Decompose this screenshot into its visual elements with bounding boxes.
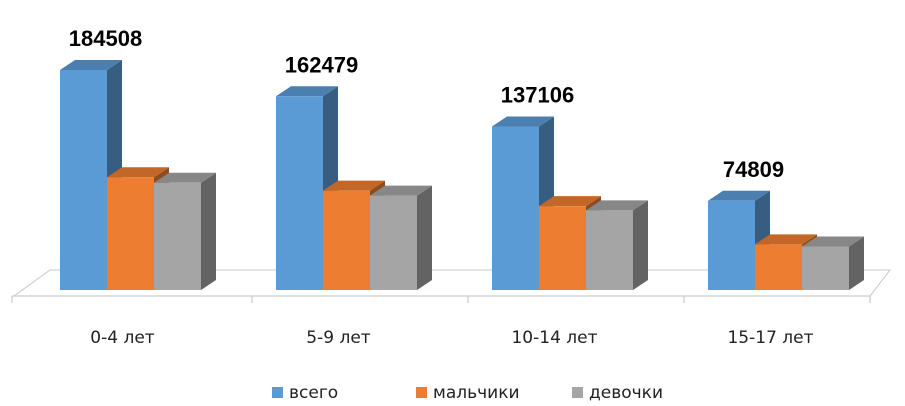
bar-1-3 bbox=[492, 116, 554, 290]
data-label-4: 74809 bbox=[723, 157, 784, 182]
data-labels: 184508 162479 137106 74809 bbox=[69, 26, 784, 182]
bar-front-face bbox=[708, 200, 755, 290]
category-label-4: 15-17 лет bbox=[727, 328, 813, 348]
bar-3-4 bbox=[802, 236, 864, 290]
bar-front-face bbox=[586, 210, 633, 290]
bar-3-3 bbox=[586, 200, 648, 290]
bar-side-face bbox=[417, 185, 432, 290]
bar-front-face bbox=[276, 96, 323, 290]
bar-top-face bbox=[802, 236, 864, 247]
legend-item-1: всего bbox=[272, 383, 338, 403]
chart-floor bbox=[12, 269, 892, 297]
bar-3-1 bbox=[154, 172, 216, 290]
bar-front-face bbox=[370, 195, 417, 290]
bar-top-face bbox=[370, 185, 432, 196]
bar-front-face bbox=[802, 246, 849, 290]
bar-top-face bbox=[323, 180, 385, 191]
bar-top-face bbox=[154, 172, 216, 183]
data-label-1: 184508 bbox=[69, 26, 142, 51]
bar-front-face bbox=[492, 126, 539, 290]
category-label-2: 5-9 лет bbox=[306, 328, 370, 348]
bar-front-face bbox=[60, 70, 107, 290]
bar-top-face bbox=[492, 116, 554, 127]
category-label-3: 10-14 лет bbox=[511, 328, 597, 348]
bar-top-face bbox=[708, 190, 770, 201]
legend-swatch bbox=[272, 387, 283, 398]
bar-side-face bbox=[633, 200, 648, 290]
bar-front-face bbox=[755, 244, 802, 290]
bar-3-2 bbox=[370, 185, 432, 290]
legend-swatch bbox=[572, 387, 583, 398]
data-label-3: 137106 bbox=[501, 83, 574, 108]
category-label-1: 0-4 лет bbox=[90, 328, 154, 348]
legend-label: всего bbox=[289, 383, 338, 403]
bar-top-face bbox=[586, 200, 648, 211]
bar-side-face bbox=[849, 236, 864, 290]
bar-top-face bbox=[755, 234, 817, 245]
bar-side-face bbox=[201, 172, 216, 290]
legend-swatch bbox=[416, 387, 427, 398]
legend-item-2: мальчики bbox=[416, 383, 520, 403]
data-label-2: 162479 bbox=[285, 52, 358, 77]
legend-item-3: девочки bbox=[572, 383, 663, 403]
legend-label: мальчики bbox=[433, 383, 520, 403]
bars bbox=[60, 60, 864, 290]
bar-top-face bbox=[276, 86, 338, 97]
bar-top-face bbox=[60, 60, 122, 70]
bar-top-face bbox=[539, 196, 601, 207]
category-axis: 0-4 лет 5-9 лет 10-14 лет 15-17 лет bbox=[11, 296, 871, 348]
bar-front-face bbox=[107, 177, 154, 290]
bar-top-face bbox=[107, 167, 169, 178]
legend: всего мальчики девочки bbox=[272, 383, 663, 403]
bar-front-face bbox=[539, 206, 586, 290]
legend-label: девочки bbox=[589, 383, 663, 403]
bar-front-face bbox=[154, 182, 201, 290]
bar-front-face bbox=[323, 190, 370, 290]
